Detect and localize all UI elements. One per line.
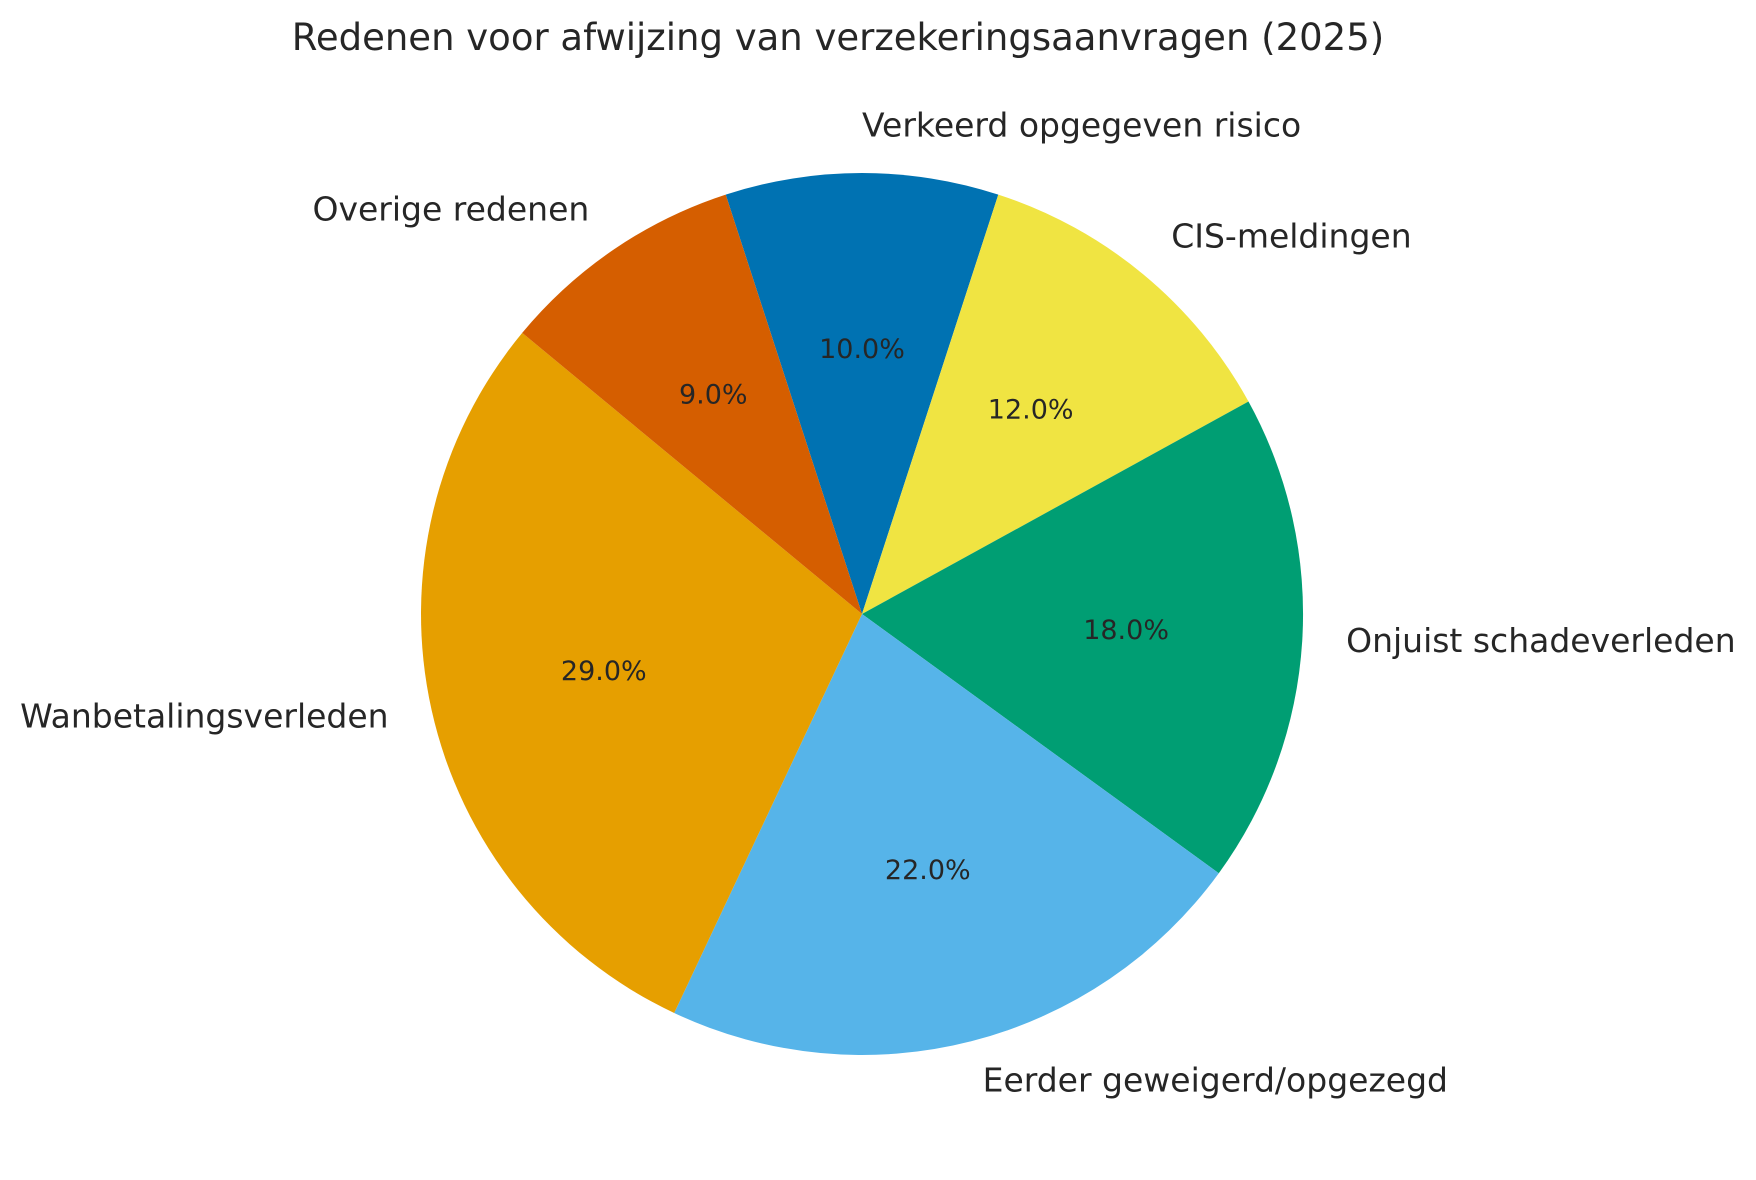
slice-label-onjuist-schadeverleden: Onjuist schadeverleden [1346, 621, 1736, 660]
slice-label-eerder-geweigerd-opgezegd: Eerder geweigerd/opgezegd [983, 1060, 1448, 1099]
pct-label-verkeerd-opgegeven-risico: 10.0% [819, 334, 905, 365]
pct-label-wanbetalingsverleden: 29.0% [561, 656, 647, 687]
pie-slice-cis-meldingen [862, 194, 1249, 614]
pct-label-eerder-geweigerd-opgezegd: 22.0% [885, 855, 971, 886]
slice-label-verkeerd-opgegeven-risico: Verkeerd opgegeven risico [862, 105, 1301, 144]
pie-slice-eerder-geweigerd-opgezegd [674, 614, 1219, 1055]
pct-label-cis-meldingen: 12.0% [988, 395, 1074, 426]
slice-label-cis-meldingen: CIS-meldingen [1171, 217, 1411, 256]
pie-slice-onjuist-schadeverleden [862, 401, 1304, 874]
slice-label-overige-redenen: Overige redenen [312, 189, 589, 228]
pie-slice-verkeerd-opgegeven-risico [725, 173, 999, 615]
slice-label-wanbetalingsverleden: Wanbetalingsverleden [20, 696, 389, 735]
pie-slice-wanbetalingsverleden [421, 332, 862, 1013]
chart-title: Redenen voor afwijzing van verzekeringsa… [291, 16, 1385, 59]
pie-slice-overige-redenen [522, 194, 862, 614]
pct-label-overige-redenen: 9.0% [679, 380, 748, 411]
pct-label-onjuist-schadeverleden: 18.0% [1083, 615, 1169, 646]
